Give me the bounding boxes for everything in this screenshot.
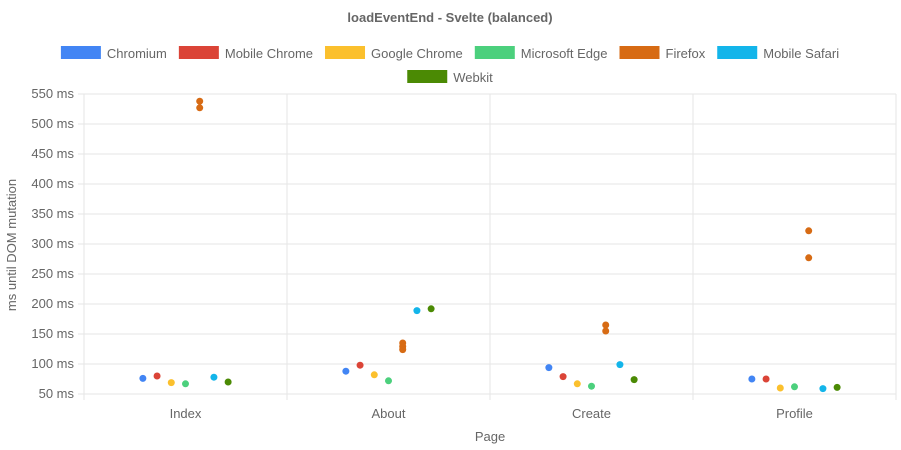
data-point (182, 380, 189, 388)
data-point (167, 379, 175, 387)
data-point (370, 371, 378, 379)
legend-swatch (717, 46, 758, 59)
legend-swatch (407, 70, 448, 83)
data-point (559, 373, 567, 381)
legend-item[interactable]: Firefox (619, 46, 706, 61)
data-point (196, 104, 204, 112)
y-tick-label: 250 ms (31, 266, 74, 281)
data-point (630, 376, 638, 384)
legend-item[interactable]: Chromium (60, 46, 167, 61)
y-tick-label: 400 ms (31, 176, 74, 191)
data-point (196, 97, 204, 105)
data-point (545, 364, 553, 372)
y-tick-label: 150 ms (31, 326, 74, 341)
data-point (588, 382, 595, 390)
data-point (602, 327, 610, 335)
legend-swatch (325, 46, 366, 59)
data-point (819, 385, 827, 393)
data-point (776, 384, 784, 392)
legend-label: Mobile Safari (763, 46, 839, 61)
x-tick-label: Create (572, 406, 611, 421)
legend-swatch (178, 46, 219, 59)
data-point (427, 305, 435, 313)
legend-swatch (474, 46, 515, 59)
legend-item[interactable]: Mobile Safari (717, 46, 839, 61)
legend-item[interactable]: Mobile Chrome (178, 46, 313, 61)
x-tick-label: About (372, 406, 406, 421)
data-point (805, 227, 813, 235)
y-axis-ticks: 50 ms 100 ms 150 ms 200 ms 250 ms 300 ms 350 m… (31, 86, 74, 401)
y-tick-label: 450 ms (31, 146, 74, 161)
data-point (153, 372, 161, 380)
legend-swatch (60, 46, 101, 59)
data-point (791, 383, 798, 391)
data-point (224, 378, 232, 386)
data-point (602, 321, 610, 329)
legend-label: Firefox (666, 46, 706, 61)
data-point (399, 346, 407, 354)
x-axis-ticks: Index About Create Profile (170, 406, 813, 421)
data-point (573, 380, 581, 388)
x-tick-label: Index (170, 406, 202, 421)
y-axis-label: ms until DOM mutation (4, 179, 19, 311)
y-tick-label: 350 ms (31, 206, 74, 221)
y-tick-label: 500 ms (31, 116, 74, 131)
data-point (805, 254, 813, 262)
y-tick-label: 50 ms (39, 386, 75, 401)
data-point (139, 374, 147, 382)
data-point (385, 377, 392, 385)
y-tick-label: 200 ms (31, 296, 74, 311)
data-point (356, 361, 364, 369)
data-point (762, 375, 770, 383)
data-point (616, 361, 624, 369)
data-point (413, 307, 421, 315)
y-tick-label: 550 ms (31, 86, 74, 101)
legend-label: Chromium (107, 46, 167, 61)
legend: Chromium Mobile Chrome Google Chrome Micros… (60, 46, 839, 85)
legend-item[interactable]: Webkit (407, 70, 493, 85)
legend-label: Mobile Chrome (225, 46, 313, 61)
data-point (210, 373, 218, 381)
grid (78, 93, 897, 400)
legend-swatch (619, 46, 660, 59)
legend-item[interactable]: Microsoft Edge (474, 46, 608, 61)
legend-item[interactable]: Google Chrome (325, 46, 463, 61)
y-tick-label: 300 ms (31, 236, 74, 251)
chart-title: loadEventEnd - Svelte (balanced) (347, 10, 552, 25)
legend-label: Webkit (453, 70, 493, 85)
x-tick-label: Profile (776, 406, 813, 421)
data-point (342, 367, 350, 375)
legend-label: Microsoft Edge (521, 46, 608, 61)
data-point (833, 383, 841, 391)
x-axis-label: Page (475, 429, 505, 444)
legend-label: Google Chrome (371, 46, 463, 61)
data-point (748, 375, 756, 383)
data-points (139, 97, 841, 393)
y-tick-label: 100 ms (31, 356, 74, 371)
